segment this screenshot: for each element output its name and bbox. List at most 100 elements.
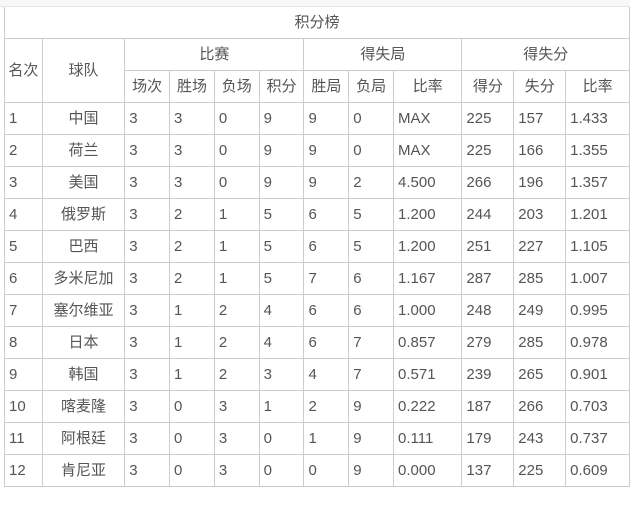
cell-sl: 2 [349, 167, 394, 199]
cell-rank: 6 [5, 263, 43, 295]
cell-sl: 0 [349, 103, 394, 135]
cell-m: 3 [125, 327, 170, 359]
cell-w: 1 [170, 359, 215, 391]
cell-sl: 0 [349, 135, 394, 167]
table-wrapper: 积分榜 名次 球队 比赛 得失局 得失分 场次 胜场 负场 积分 胜局 负局 比… [0, 0, 640, 510]
cell-m: 3 [125, 359, 170, 391]
table-body: 1中国330990MAX2251571.4332荷兰330990MAX22516… [5, 103, 630, 487]
cell-l: 2 [214, 295, 259, 327]
cell-sl: 5 [349, 231, 394, 263]
table-row: 7塞尔维亚3124661.0002482490.995 [5, 295, 630, 327]
cell-pa: 196 [514, 167, 566, 199]
cell-l: 1 [214, 199, 259, 231]
cell-sr: MAX [394, 135, 462, 167]
cell-sw: 6 [304, 199, 349, 231]
cell-pa: 249 [514, 295, 566, 327]
cell-pr: 0.901 [566, 359, 630, 391]
cell-w: 3 [170, 167, 215, 199]
table-row: 12肯尼亚3030090.0001372250.609 [5, 455, 630, 487]
cell-l: 1 [214, 263, 259, 295]
cell-w: 3 [170, 103, 215, 135]
cell-pf: 279 [462, 327, 514, 359]
cell-pts: 4 [259, 327, 304, 359]
cell-m: 3 [125, 103, 170, 135]
table-title: 积分榜 [5, 7, 630, 39]
cell-sl: 7 [349, 327, 394, 359]
cell-m: 3 [125, 167, 170, 199]
cell-pa: 225 [514, 455, 566, 487]
table-row: 5巴西3215651.2002512271.105 [5, 231, 630, 263]
header-matches: 场次 [125, 71, 170, 103]
cell-rank: 1 [5, 103, 43, 135]
cell-sr: 1.167 [394, 263, 462, 295]
cell-l: 3 [214, 391, 259, 423]
table-row: 10喀麦隆3031290.2221872660.703 [5, 391, 630, 423]
header-group-match: 比赛 [125, 39, 304, 71]
cell-pa: 166 [514, 135, 566, 167]
cell-pf: 244 [462, 199, 514, 231]
cell-pa: 285 [514, 327, 566, 359]
cell-pa: 203 [514, 199, 566, 231]
cell-pr: 1.433 [566, 103, 630, 135]
cell-sw: 9 [304, 135, 349, 167]
cell-pa: 265 [514, 359, 566, 391]
header-rank: 名次 [5, 39, 43, 103]
header-point-ratio: 比率 [566, 71, 630, 103]
cell-pf: 137 [462, 455, 514, 487]
header-group-sets: 得失局 [304, 39, 462, 71]
cell-rank: 3 [5, 167, 43, 199]
cell-sr: 0.222 [394, 391, 462, 423]
cell-pts: 9 [259, 167, 304, 199]
table-row: 1中国330990MAX2251571.433 [5, 103, 630, 135]
cell-pts: 4 [259, 295, 304, 327]
cell-sr: 1.000 [394, 295, 462, 327]
cell-pts: 1 [259, 391, 304, 423]
cell-rank: 10 [5, 391, 43, 423]
cell-l: 0 [214, 167, 259, 199]
cell-rank: 11 [5, 423, 43, 455]
cell-sw: 9 [304, 167, 349, 199]
cell-m: 3 [125, 199, 170, 231]
cell-l: 0 [214, 103, 259, 135]
header-group-row: 名次 球队 比赛 得失局 得失分 [5, 39, 630, 71]
cell-w: 0 [170, 455, 215, 487]
cell-team: 美国 [42, 167, 125, 199]
cell-m: 3 [125, 135, 170, 167]
cell-sw: 1 [304, 423, 349, 455]
cell-pr: 0.978 [566, 327, 630, 359]
cell-sr: 0.571 [394, 359, 462, 391]
cell-pr: 0.995 [566, 295, 630, 327]
cell-sr: 1.200 [394, 199, 462, 231]
cell-team: 多米尼加 [42, 263, 125, 295]
cell-l: 2 [214, 327, 259, 359]
cell-pts: 9 [259, 135, 304, 167]
cell-sl: 5 [349, 199, 394, 231]
cell-l: 1 [214, 231, 259, 263]
cell-pr: 1.201 [566, 199, 630, 231]
header-set-ratio: 比率 [394, 71, 462, 103]
cell-sw: 7 [304, 263, 349, 295]
cell-pa: 285 [514, 263, 566, 295]
header-losses: 负场 [214, 71, 259, 103]
cell-l: 3 [214, 423, 259, 455]
cell-sl: 7 [349, 359, 394, 391]
header-group-points: 得失分 [462, 39, 630, 71]
cell-sr: 0.111 [394, 423, 462, 455]
cell-team: 中国 [42, 103, 125, 135]
cell-m: 3 [125, 231, 170, 263]
cell-m: 3 [125, 263, 170, 295]
cell-sr: 0.000 [394, 455, 462, 487]
cell-w: 0 [170, 423, 215, 455]
cell-pf: 239 [462, 359, 514, 391]
header-sets-lost: 负局 [349, 71, 394, 103]
cell-w: 2 [170, 231, 215, 263]
header-points-for: 得分 [462, 71, 514, 103]
cell-team: 喀麦隆 [42, 391, 125, 423]
cell-team: 俄罗斯 [42, 199, 125, 231]
cell-rank: 8 [5, 327, 43, 359]
table-row: 8日本3124670.8572792850.978 [5, 327, 630, 359]
cell-rank: 9 [5, 359, 43, 391]
table-row: 11阿根廷3030190.1111792430.737 [5, 423, 630, 455]
cell-pa: 157 [514, 103, 566, 135]
cell-w: 3 [170, 135, 215, 167]
